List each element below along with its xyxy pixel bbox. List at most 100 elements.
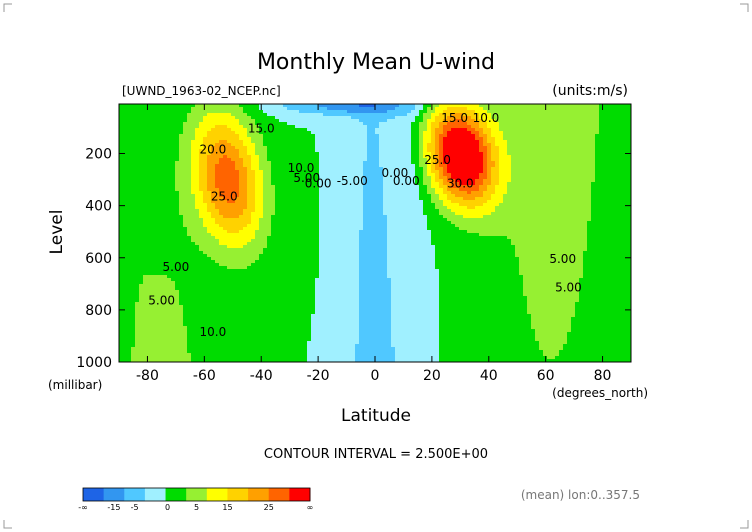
field-cell [479, 122, 484, 126]
field-cell [167, 131, 172, 135]
field-cell [359, 128, 364, 132]
field-cell [319, 137, 324, 141]
field-cell [131, 155, 136, 159]
field-cell [327, 107, 332, 111]
field-cell [567, 155, 572, 159]
field-cell [419, 143, 424, 147]
field-cell [391, 170, 396, 174]
field-cell [427, 107, 432, 111]
field-cell [555, 146, 560, 150]
field-cell [595, 155, 600, 159]
field-cell [279, 194, 284, 198]
field-cell [579, 113, 584, 117]
field-cell [371, 149, 376, 153]
field-cell [619, 110, 624, 114]
field-cell [359, 152, 364, 156]
field-cell [287, 140, 292, 144]
field-cell [343, 170, 348, 174]
field-cell [627, 116, 631, 120]
field-cell [255, 116, 260, 120]
field-cell [459, 188, 464, 192]
field-cell [607, 194, 612, 198]
field-cell [283, 116, 288, 120]
field-cell [367, 107, 372, 111]
field-cell [419, 191, 424, 195]
field-cell [575, 176, 580, 180]
field-cell [415, 188, 420, 192]
field-cell [543, 167, 548, 171]
field-cell [583, 185, 588, 189]
field-cell [231, 140, 236, 144]
field-cell [535, 149, 540, 153]
field-cell [259, 182, 264, 186]
field-cell [247, 125, 252, 129]
field-cell [411, 131, 416, 135]
field-cell [119, 167, 124, 171]
field-cell [327, 125, 332, 129]
field-cell [283, 110, 288, 114]
field-cell [203, 146, 208, 150]
field-cell [143, 161, 148, 165]
field-cell [311, 143, 316, 147]
field-cell [139, 179, 144, 183]
field-cell [119, 191, 124, 195]
field-cell [163, 164, 168, 168]
field-cell [331, 113, 336, 117]
field-cell [327, 179, 332, 183]
field-cell [219, 185, 224, 189]
field-cell [527, 185, 532, 189]
field-cell [283, 167, 288, 171]
field-cell [271, 125, 276, 129]
field-cell [563, 107, 568, 111]
field-cell [275, 182, 280, 186]
field-cell [231, 185, 236, 189]
field-cell [459, 191, 464, 195]
field-cell [339, 164, 344, 168]
field-cell [175, 194, 180, 198]
field-cell [375, 170, 380, 174]
field-cell [175, 164, 180, 168]
field-cell [419, 149, 424, 153]
field-cell [495, 170, 500, 174]
field-cell [371, 167, 376, 171]
field-cell [187, 140, 192, 144]
field-cell [435, 146, 440, 150]
field-cell [423, 110, 428, 114]
field-cell [255, 125, 260, 129]
field-cell [179, 125, 184, 129]
field-cell [319, 116, 324, 120]
field-cell [471, 188, 476, 192]
field-cell [331, 149, 336, 153]
field-cell [163, 176, 168, 180]
field-cell [495, 155, 500, 159]
field-cell [251, 170, 256, 174]
field-cell [479, 179, 484, 183]
field-cell [143, 164, 148, 168]
field-cell [211, 134, 216, 138]
field-cell [443, 176, 448, 180]
field-cell [459, 182, 464, 186]
field-cell [575, 116, 580, 120]
field-cell [183, 146, 188, 150]
field-cell [475, 164, 480, 168]
field-cell [151, 143, 156, 147]
field-cell [459, 143, 464, 147]
field-cell [471, 128, 476, 132]
field-cell [427, 113, 432, 117]
field-cell [219, 137, 224, 141]
field-cell [179, 140, 184, 144]
field-cell [599, 164, 604, 168]
field-cell [235, 161, 240, 165]
field-cell [323, 146, 328, 150]
field-cell [455, 146, 460, 150]
field-cell [131, 164, 136, 168]
field-cell [611, 143, 616, 147]
field-cell [511, 158, 516, 162]
field-cell [511, 107, 516, 111]
field-cell [127, 116, 132, 120]
field-cell [275, 122, 280, 126]
field-cell [591, 173, 596, 177]
field-cell [131, 143, 136, 147]
field-cell [543, 170, 548, 174]
field-cell [187, 137, 192, 141]
